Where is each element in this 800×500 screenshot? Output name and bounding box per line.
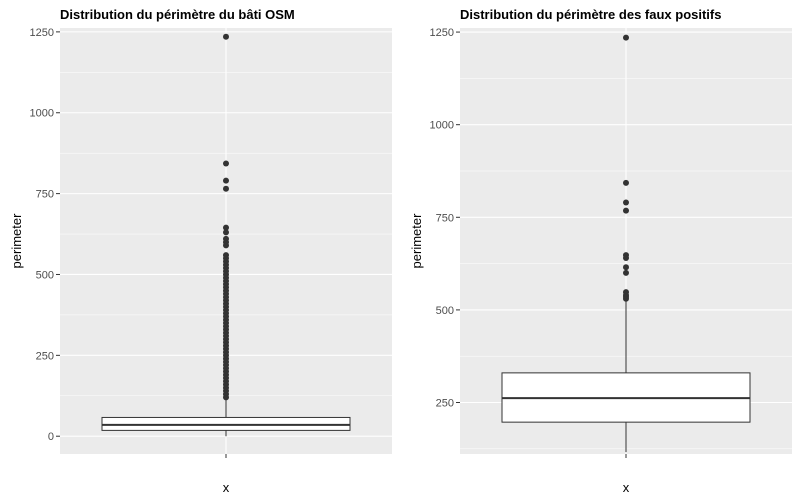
y-tick-label-faux-positifs-4: 1250 [430,27,454,39]
y-tick-label-osm-0: 0 [48,431,54,443]
y-ticks-faux-positifs: 250 500 750 1000 1250 [430,27,460,410]
outlier-point-osm-2 [223,177,229,184]
y-tick-label-faux-positifs-0: 250 [436,398,454,410]
outlier-point-faux-positifs-1 [623,179,629,186]
y-tick-label-osm-5: 1250 [30,27,54,39]
outlier-point-osm-0 [223,33,229,40]
outlier-point-faux-positifs-6 [623,264,629,271]
outliers-faux-positifs [623,34,629,302]
outlier-point-faux-positifs-0 [623,34,629,41]
outlier-point-osm-53 [223,394,229,401]
boxplot-osm [101,398,351,437]
outlier-point-osm-5 [223,229,229,236]
y-tick-label-osm-4: 1000 [30,108,54,120]
y-tick-label-faux-positifs-2: 750 [436,212,454,224]
outlier-point-faux-positifs-2 [623,199,629,206]
chart-title-osm: Distribution du périmètre du bâti OSM [60,7,295,22]
y-axis-title-osm: perimeter [9,213,24,269]
outlier-point-faux-positifs-3 [623,207,629,214]
panel-faux-positifs: Distribution du périmètre des faux posit… [409,7,792,495]
x-axis-title-faux-positifs: x [623,480,630,495]
outlier-point-faux-positifs-5 [623,255,629,262]
y-tick-label-faux-positifs-3: 1000 [430,120,454,132]
outlier-point-faux-positifs-7 [623,269,629,276]
y-axis-title-faux-positifs: perimeter [409,213,424,269]
chart-title-faux-positifs: Distribution du périmètre des faux posit… [460,7,721,22]
panel-osm: Distribution du périmètre du bâti OSM 0 2… [9,7,392,495]
outliers-osm [223,33,229,401]
y-tick-label-osm-1: 250 [36,350,54,362]
boxplot-faux-positifs [501,299,751,453]
outlier-point-osm-1 [223,160,229,167]
outlier-point-faux-positifs-11 [623,295,629,302]
y-tick-label-osm-2: 500 [36,269,54,281]
y-tick-label-osm-3: 750 [36,189,54,201]
y-tick-label-faux-positifs-1: 500 [436,305,454,317]
outlier-point-osm-3 [223,185,229,192]
x-axis-title-osm: x [223,480,230,495]
outlier-point-osm-4 [223,224,229,231]
y-ticks-osm: 0 250 500 750 1000 1250 [30,27,60,443]
outlier-point-osm-8 [223,242,229,249]
